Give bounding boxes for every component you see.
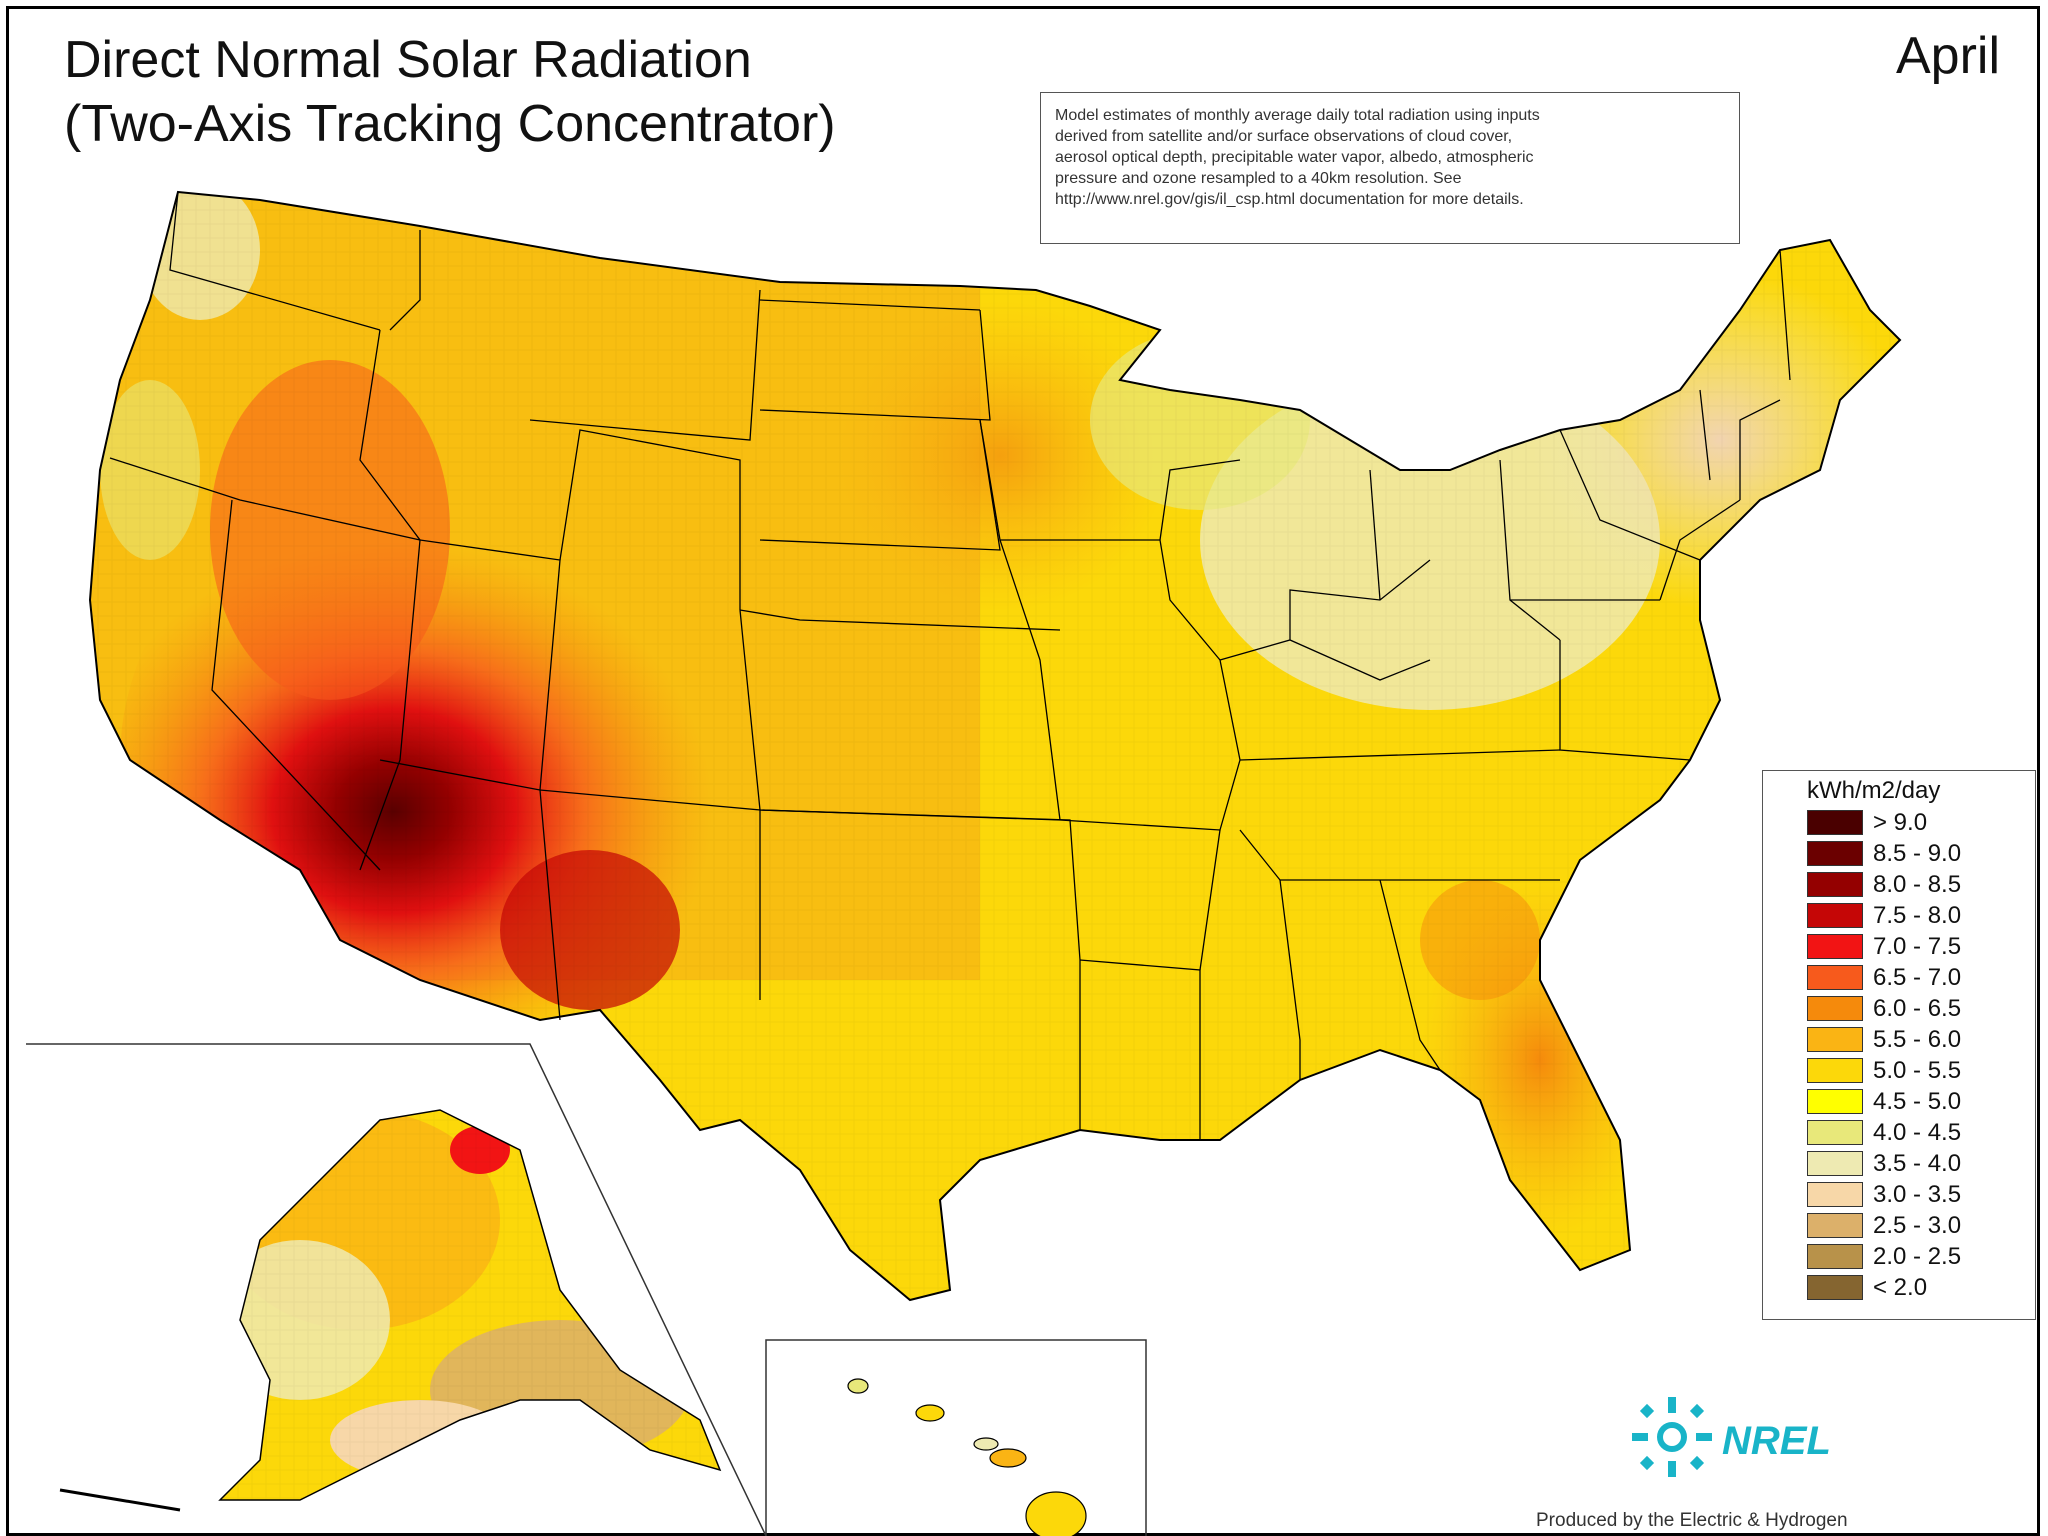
hawaii-map xyxy=(847,1378,1087,1536)
legend-swatch xyxy=(1807,1275,1863,1300)
legend-label: 8.0 - 8.5 xyxy=(1873,870,1962,898)
note-line: http://www.nrel.gov/gis/il_csp.html docu… xyxy=(1055,191,1524,208)
legend-label: < 2.0 xyxy=(1873,1273,1928,1301)
legend-title: kWh/m2/day xyxy=(1807,777,1941,804)
legend-label: 4.0 - 4.5 xyxy=(1873,1118,1962,1146)
legend-item: 2.5 - 3.0 xyxy=(1807,1210,2035,1241)
legend-item: 8.5 - 9.0 xyxy=(1807,838,2035,869)
legend-label: 5.5 - 6.0 xyxy=(1873,1025,1962,1053)
legend-swatch xyxy=(1807,872,1863,897)
legend-swatch xyxy=(1807,810,1863,835)
legend-item: 7.0 - 7.5 xyxy=(1807,931,2035,962)
legend-item: 8.0 - 8.5 xyxy=(1807,869,2035,900)
legend-label: 2.0 - 2.5 xyxy=(1873,1242,1962,1270)
legend-item: 3.5 - 4.0 xyxy=(1807,1148,2035,1179)
month-label: April xyxy=(1895,27,2000,85)
legend-swatch xyxy=(1807,934,1863,959)
contiguous-us-map xyxy=(88,190,1902,1302)
legend-swatch xyxy=(1807,1151,1863,1176)
legend-item: 2.0 - 2.5 xyxy=(1807,1241,2035,1272)
legend-swatch xyxy=(1807,903,1863,928)
legend-label: 6.0 - 6.5 xyxy=(1873,994,1962,1022)
legend-swatch xyxy=(1807,1058,1863,1083)
map-legend: kWh/m2/day > 9.0 8.5 - 9.0 8.0 - 8.5 7.5 - … xyxy=(1762,770,2036,1320)
map-title-line1: Direct Normal Solar Radiation xyxy=(64,31,752,89)
methodology-note: Model estimates of monthly average daily… xyxy=(1040,92,1740,244)
legend-item: < 2.0 xyxy=(1807,1272,2035,1303)
credit-text: Produced by the Electric & Hydrogen xyxy=(1536,1510,1848,1531)
legend-item: 5.5 - 6.0 xyxy=(1807,1024,2035,1055)
legend-label: 8.5 - 9.0 xyxy=(1873,839,1962,867)
legend-label: 7.0 - 7.5 xyxy=(1873,932,1962,960)
legend-swatch xyxy=(1807,1027,1863,1052)
legend-label: 4.5 - 5.0 xyxy=(1873,1087,1962,1115)
note-line: derived from satellite and/or surface ob… xyxy=(1055,128,1513,145)
legend-swatch xyxy=(1807,1244,1863,1269)
note-line: aerosol optical depth, precipitable wate… xyxy=(1055,149,1534,166)
legend-label: 3.5 - 4.0 xyxy=(1873,1149,1962,1177)
legend-swatch xyxy=(1807,965,1863,990)
legend-item: 4.5 - 5.0 xyxy=(1807,1086,2035,1117)
legend-label: 3.0 - 3.5 xyxy=(1873,1180,1962,1208)
nrel-sun-icon xyxy=(1632,1397,1712,1477)
legend-item: 5.0 - 5.5 xyxy=(1807,1055,2035,1086)
note-line: Model estimates of monthly average daily… xyxy=(1055,107,1540,124)
state-boundaries xyxy=(109,191,1791,1140)
legend-label: 6.5 - 7.0 xyxy=(1873,963,1962,991)
legend-swatch xyxy=(1807,996,1863,1021)
legend-item: 3.0 - 3.5 xyxy=(1807,1179,2035,1210)
legend-swatch xyxy=(1807,1213,1863,1238)
nrel-logo: NREL xyxy=(1632,1397,1831,1477)
legend-item: 4.0 - 4.5 xyxy=(1807,1117,2035,1148)
legend-label: 7.5 - 8.0 xyxy=(1873,901,1962,929)
map-title-line2: (Two-Axis Tracking Concentrator) xyxy=(64,95,836,153)
map-title: Direct Normal Solar Radiation (Two-Axis … xyxy=(64,28,836,156)
legend-swatch xyxy=(1807,841,1863,866)
legend-item: 6.0 - 6.5 xyxy=(1807,993,2035,1024)
legend-label: 2.5 - 3.0 xyxy=(1873,1211,1962,1239)
legend-item: > 9.0 xyxy=(1807,807,2035,838)
nrel-logo-text: NREL xyxy=(1722,1419,1831,1463)
alaska-map xyxy=(59,1109,722,1512)
legend-swatch xyxy=(1807,1120,1863,1145)
legend-swatch xyxy=(1807,1182,1863,1207)
legend-swatch xyxy=(1807,1089,1863,1114)
note-line: pressure and ozone resampled to a 40km r… xyxy=(1055,170,1462,187)
map-frame xyxy=(6,6,2040,1536)
hawaii-inset-border xyxy=(765,1339,1147,1536)
legend-item: 7.5 - 8.0 xyxy=(1807,900,2035,931)
legend-item: 6.5 - 7.0 xyxy=(1807,962,2035,993)
alaska-inset-border xyxy=(26,1043,767,1536)
legend-label: 5.0 - 5.5 xyxy=(1873,1056,1962,1084)
legend-label: > 9.0 xyxy=(1873,808,1928,836)
